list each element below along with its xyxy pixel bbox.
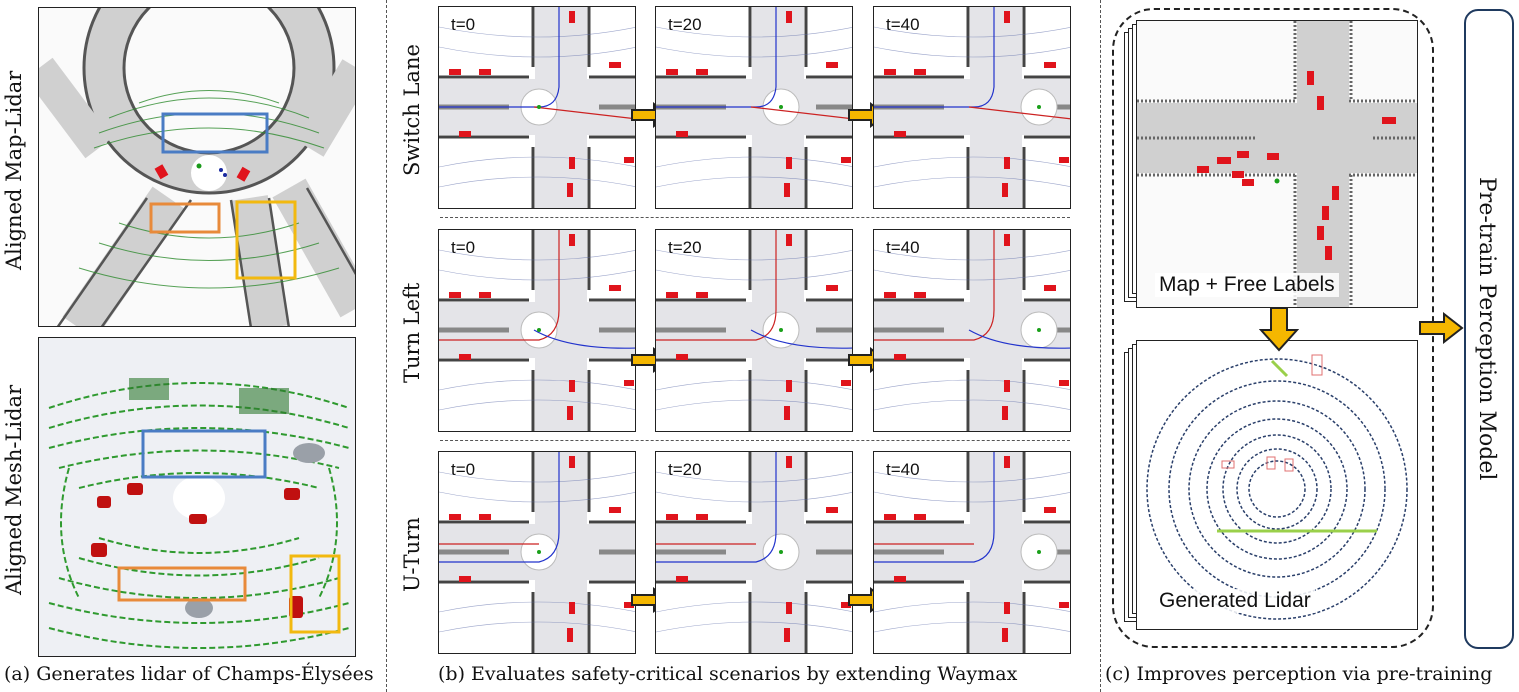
map-to-lidar-arrow [1258, 306, 1300, 352]
scenario-panel: t=20 [655, 6, 853, 209]
map-free-labels-label: Map + Free Labels [1155, 273, 1339, 297]
scenario-panel: t=0 [438, 451, 636, 654]
row-label-turn-left: Turn Left [400, 282, 424, 384]
scenario-panel: t=40 [873, 6, 1071, 209]
time-label: t=40 [886, 238, 920, 257]
map-free-labels-image: Map + Free Labels [1136, 20, 1418, 308]
pretrain-model-box: Pre-train Perception Model [1464, 9, 1514, 649]
scenario-panel: t=20 [655, 229, 853, 432]
to-model-arrow [1418, 311, 1464, 345]
time-label: t=0 [451, 238, 476, 257]
map-lidar-image [38, 7, 356, 327]
time-label: t=20 [668, 238, 702, 257]
generated-lidar-image: Generated Lidar [1136, 340, 1418, 630]
caption-c: (c) Improves perception via pre-training [1105, 663, 1493, 685]
generated-lidar-label: Generated Lidar [1155, 589, 1315, 613]
caption-a: (a) Generates lidar of Champs-Élysées [4, 663, 374, 685]
mesh-lidar-image [38, 337, 356, 657]
row-divider-2 [440, 440, 1070, 441]
time-label: t=0 [451, 460, 476, 479]
scenario-panel: t=0 [438, 6, 636, 209]
scenario-panel: t=40 [873, 451, 1071, 654]
scenario-panel: t=0 [438, 229, 636, 432]
caption-b: (b) Evaluates safety-critical scenarios … [438, 663, 1018, 685]
scenario-panel: t=20 [655, 451, 853, 654]
aligned-map-lidar-label: Aligned Map-Lidar [2, 70, 26, 270]
divider-left [386, 0, 387, 692]
row-divider-1 [440, 217, 1070, 218]
time-label: t=20 [668, 15, 702, 34]
scenario-panel: t=40 [873, 229, 1071, 432]
pretrain-model-label: Pre-train Perception Model [1474, 177, 1499, 481]
divider-right [1100, 0, 1101, 692]
row-label-u-turn: U-Turn [400, 517, 424, 593]
time-label: t=40 [886, 15, 920, 34]
row-label-switch-lane: Switch Lane [400, 44, 424, 176]
time-label: t=0 [451, 15, 476, 34]
time-label: t=20 [668, 460, 702, 479]
time-label: t=40 [886, 460, 920, 479]
aligned-mesh-lidar-label: Aligned Mesh-Lidar [2, 384, 26, 596]
